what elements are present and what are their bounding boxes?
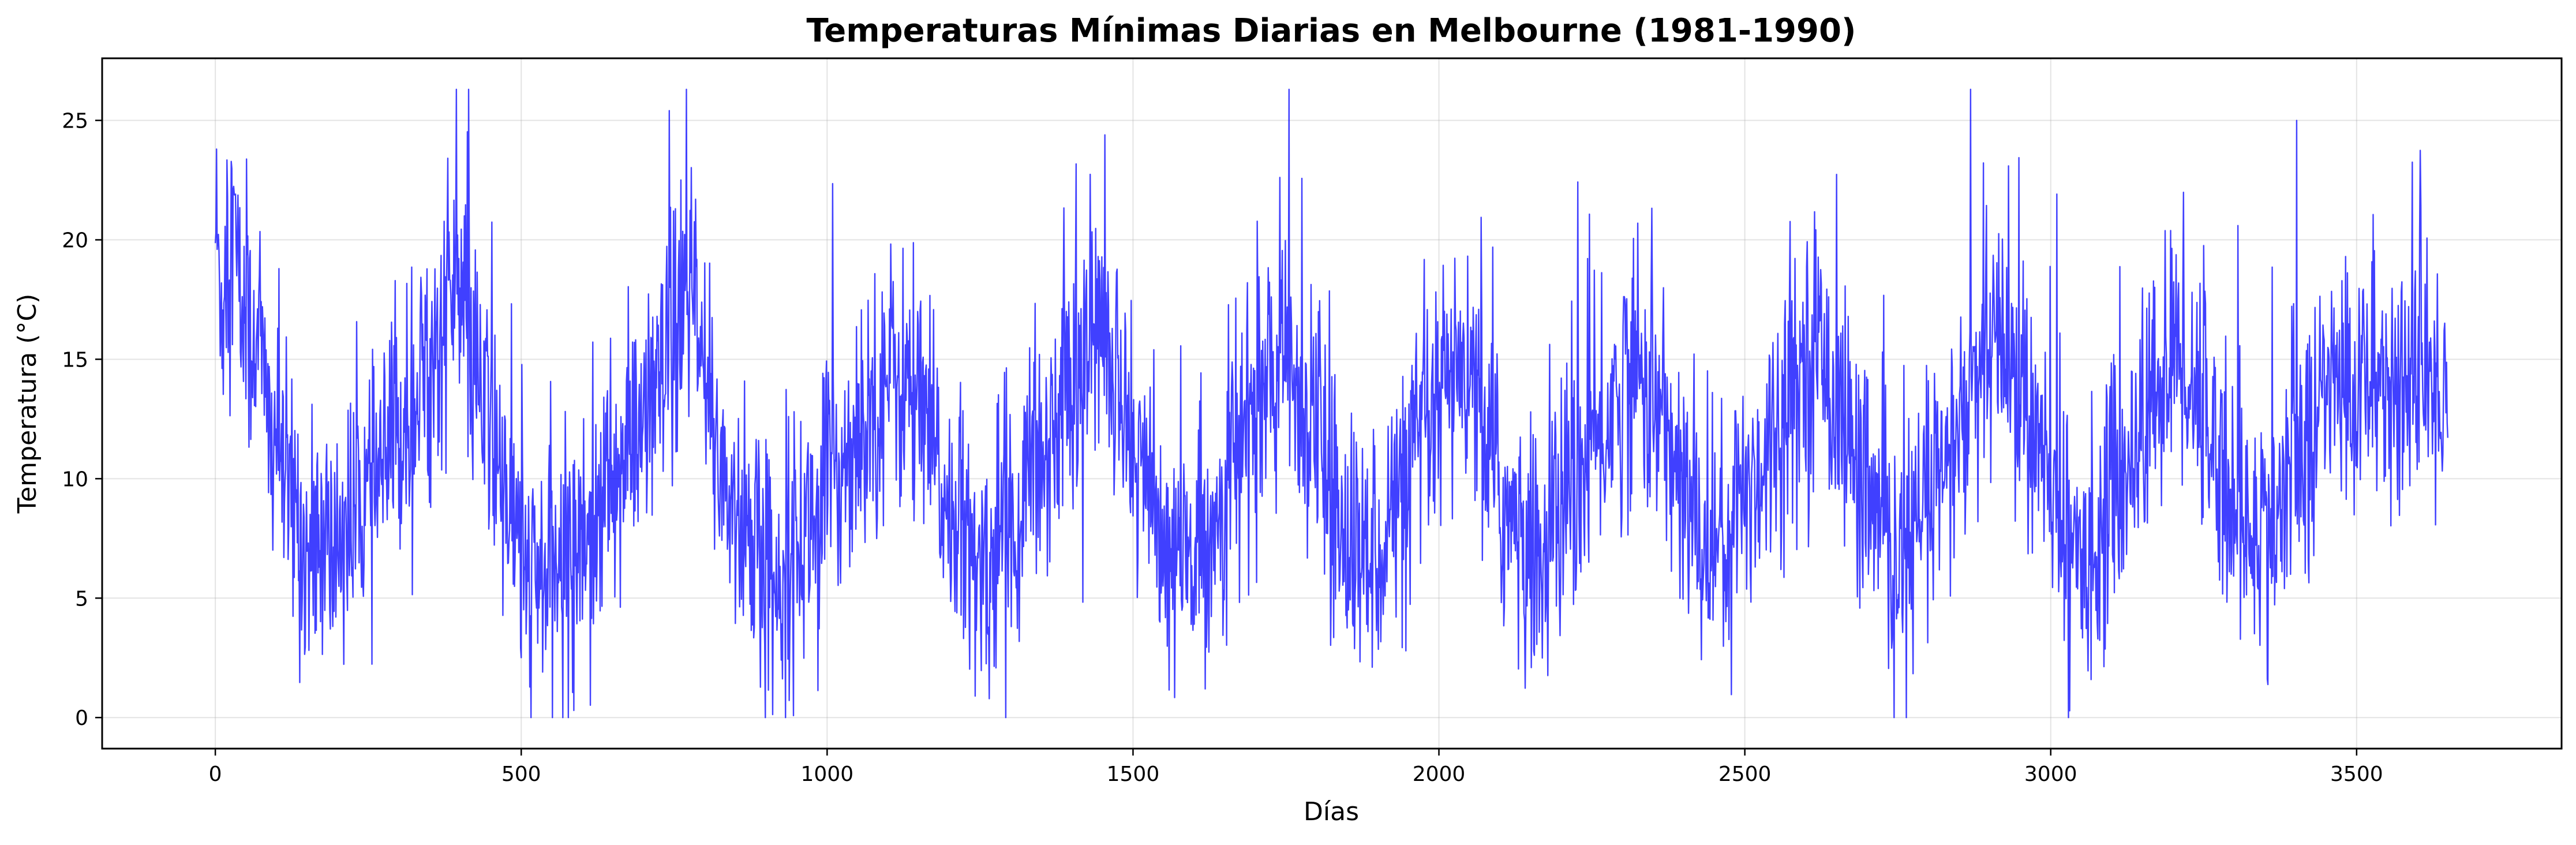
x-axis: 0 500 1000 1500 2000 2500 3000 3500 — [209, 749, 2383, 786]
y-tick-label: 25 — [62, 110, 88, 133]
y-tick-label: 20 — [62, 229, 88, 253]
x-tick-label: 2500 — [1718, 762, 1772, 786]
x-tick-label: 1000 — [801, 762, 854, 786]
x-tick-label: 1500 — [1107, 762, 1160, 786]
x-tick-label: 500 — [501, 762, 541, 786]
x-tick-label: 3000 — [2024, 762, 2077, 786]
y-axis-label: Temperatura (°C) — [13, 294, 42, 514]
y-tick-label: 5 — [75, 587, 88, 611]
x-tick-label: 0 — [209, 762, 222, 786]
x-tick-label: 3500 — [2330, 762, 2383, 786]
y-axis: 0 5 10 15 20 25 — [62, 110, 102, 730]
y-tick-label: 0 — [75, 706, 88, 730]
y-tick-label: 10 — [62, 468, 88, 491]
temperature-series-line — [214, 88, 2448, 719]
y-tick-label: 15 — [62, 348, 88, 372]
x-tick-label: 2000 — [1413, 762, 1466, 786]
x-axis-label: Días — [1304, 797, 1359, 827]
chart-title: Temperaturas Mínimas Diarias en Melbourn… — [806, 12, 1856, 50]
plot-frame — [101, 57, 2563, 750]
